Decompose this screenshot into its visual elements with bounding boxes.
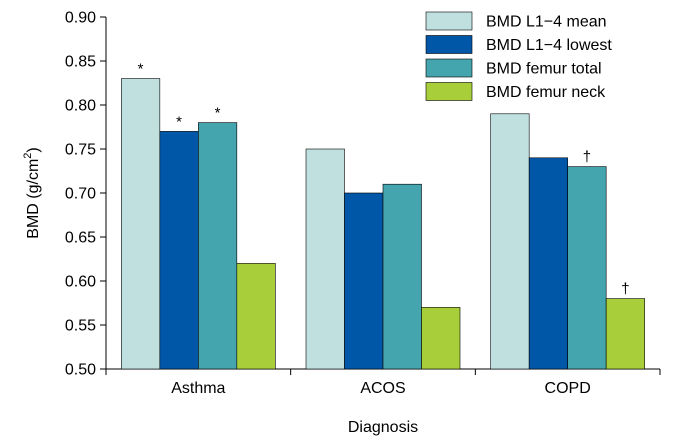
legend-swatch — [426, 36, 472, 54]
legend-label: BMD L1−4 lowest — [486, 37, 612, 54]
bar — [606, 299, 645, 369]
bar — [345, 193, 384, 369]
y-tick-label: 0.65 — [65, 230, 96, 247]
significance-marker: * — [176, 113, 182, 130]
legend-swatch — [426, 83, 472, 101]
y-tick-label: 0.80 — [65, 98, 96, 115]
significance-marker: † — [621, 281, 629, 298]
bar — [121, 79, 160, 369]
legend-swatch — [426, 12, 472, 30]
x-axis: Asthma ACOS COPD — [106, 369, 660, 397]
bar — [422, 307, 461, 369]
significance-marker: * — [215, 105, 221, 122]
x-category-label: COPD — [545, 380, 591, 397]
legend-label: BMD femur neck — [486, 84, 606, 101]
bar — [491, 114, 529, 369]
bar — [237, 263, 275, 369]
legend: BMD L1−4 mean BMD L1−4 lowest BMD femur to… — [426, 12, 612, 101]
y-tick-label: 0.50 — [65, 362, 96, 379]
significance-marker: † — [583, 149, 591, 166]
y-tick-label: 0.55 — [65, 318, 96, 335]
y-axis-title-main: BMD (g/cm — [25, 159, 42, 239]
significance-marker: * — [138, 61, 144, 78]
x-category-label: ACOS — [360, 380, 405, 397]
y-axis: 0.50 0.55 0.60 0.65 0.70 0.75 0.80 0.85 0.90 — [65, 10, 106, 379]
y-tick-label: 0.70 — [65, 186, 96, 203]
y-tick-label: 0.90 — [65, 10, 96, 27]
bar — [198, 123, 237, 369]
legend-label: BMD L1−4 mean — [486, 14, 607, 31]
bar — [529, 158, 568, 369]
y-tick-label: 0.85 — [65, 54, 96, 71]
y-tick-label: 0.75 — [65, 142, 96, 159]
x-axis-title: Diagnosis — [348, 419, 418, 436]
bar — [160, 131, 199, 369]
y-axis-title-close: ) — [25, 147, 42, 152]
legend-label: BMD femur total — [486, 61, 602, 78]
bar — [306, 149, 345, 369]
bar-group — [121, 79, 644, 369]
legend-swatch — [426, 59, 472, 77]
y-axis-title: BMD (g/cm2) — [22, 147, 42, 238]
bar — [383, 184, 422, 369]
bar — [568, 167, 607, 369]
y-tick-label: 0.60 — [65, 274, 96, 291]
x-category-label: Asthma — [171, 380, 225, 397]
